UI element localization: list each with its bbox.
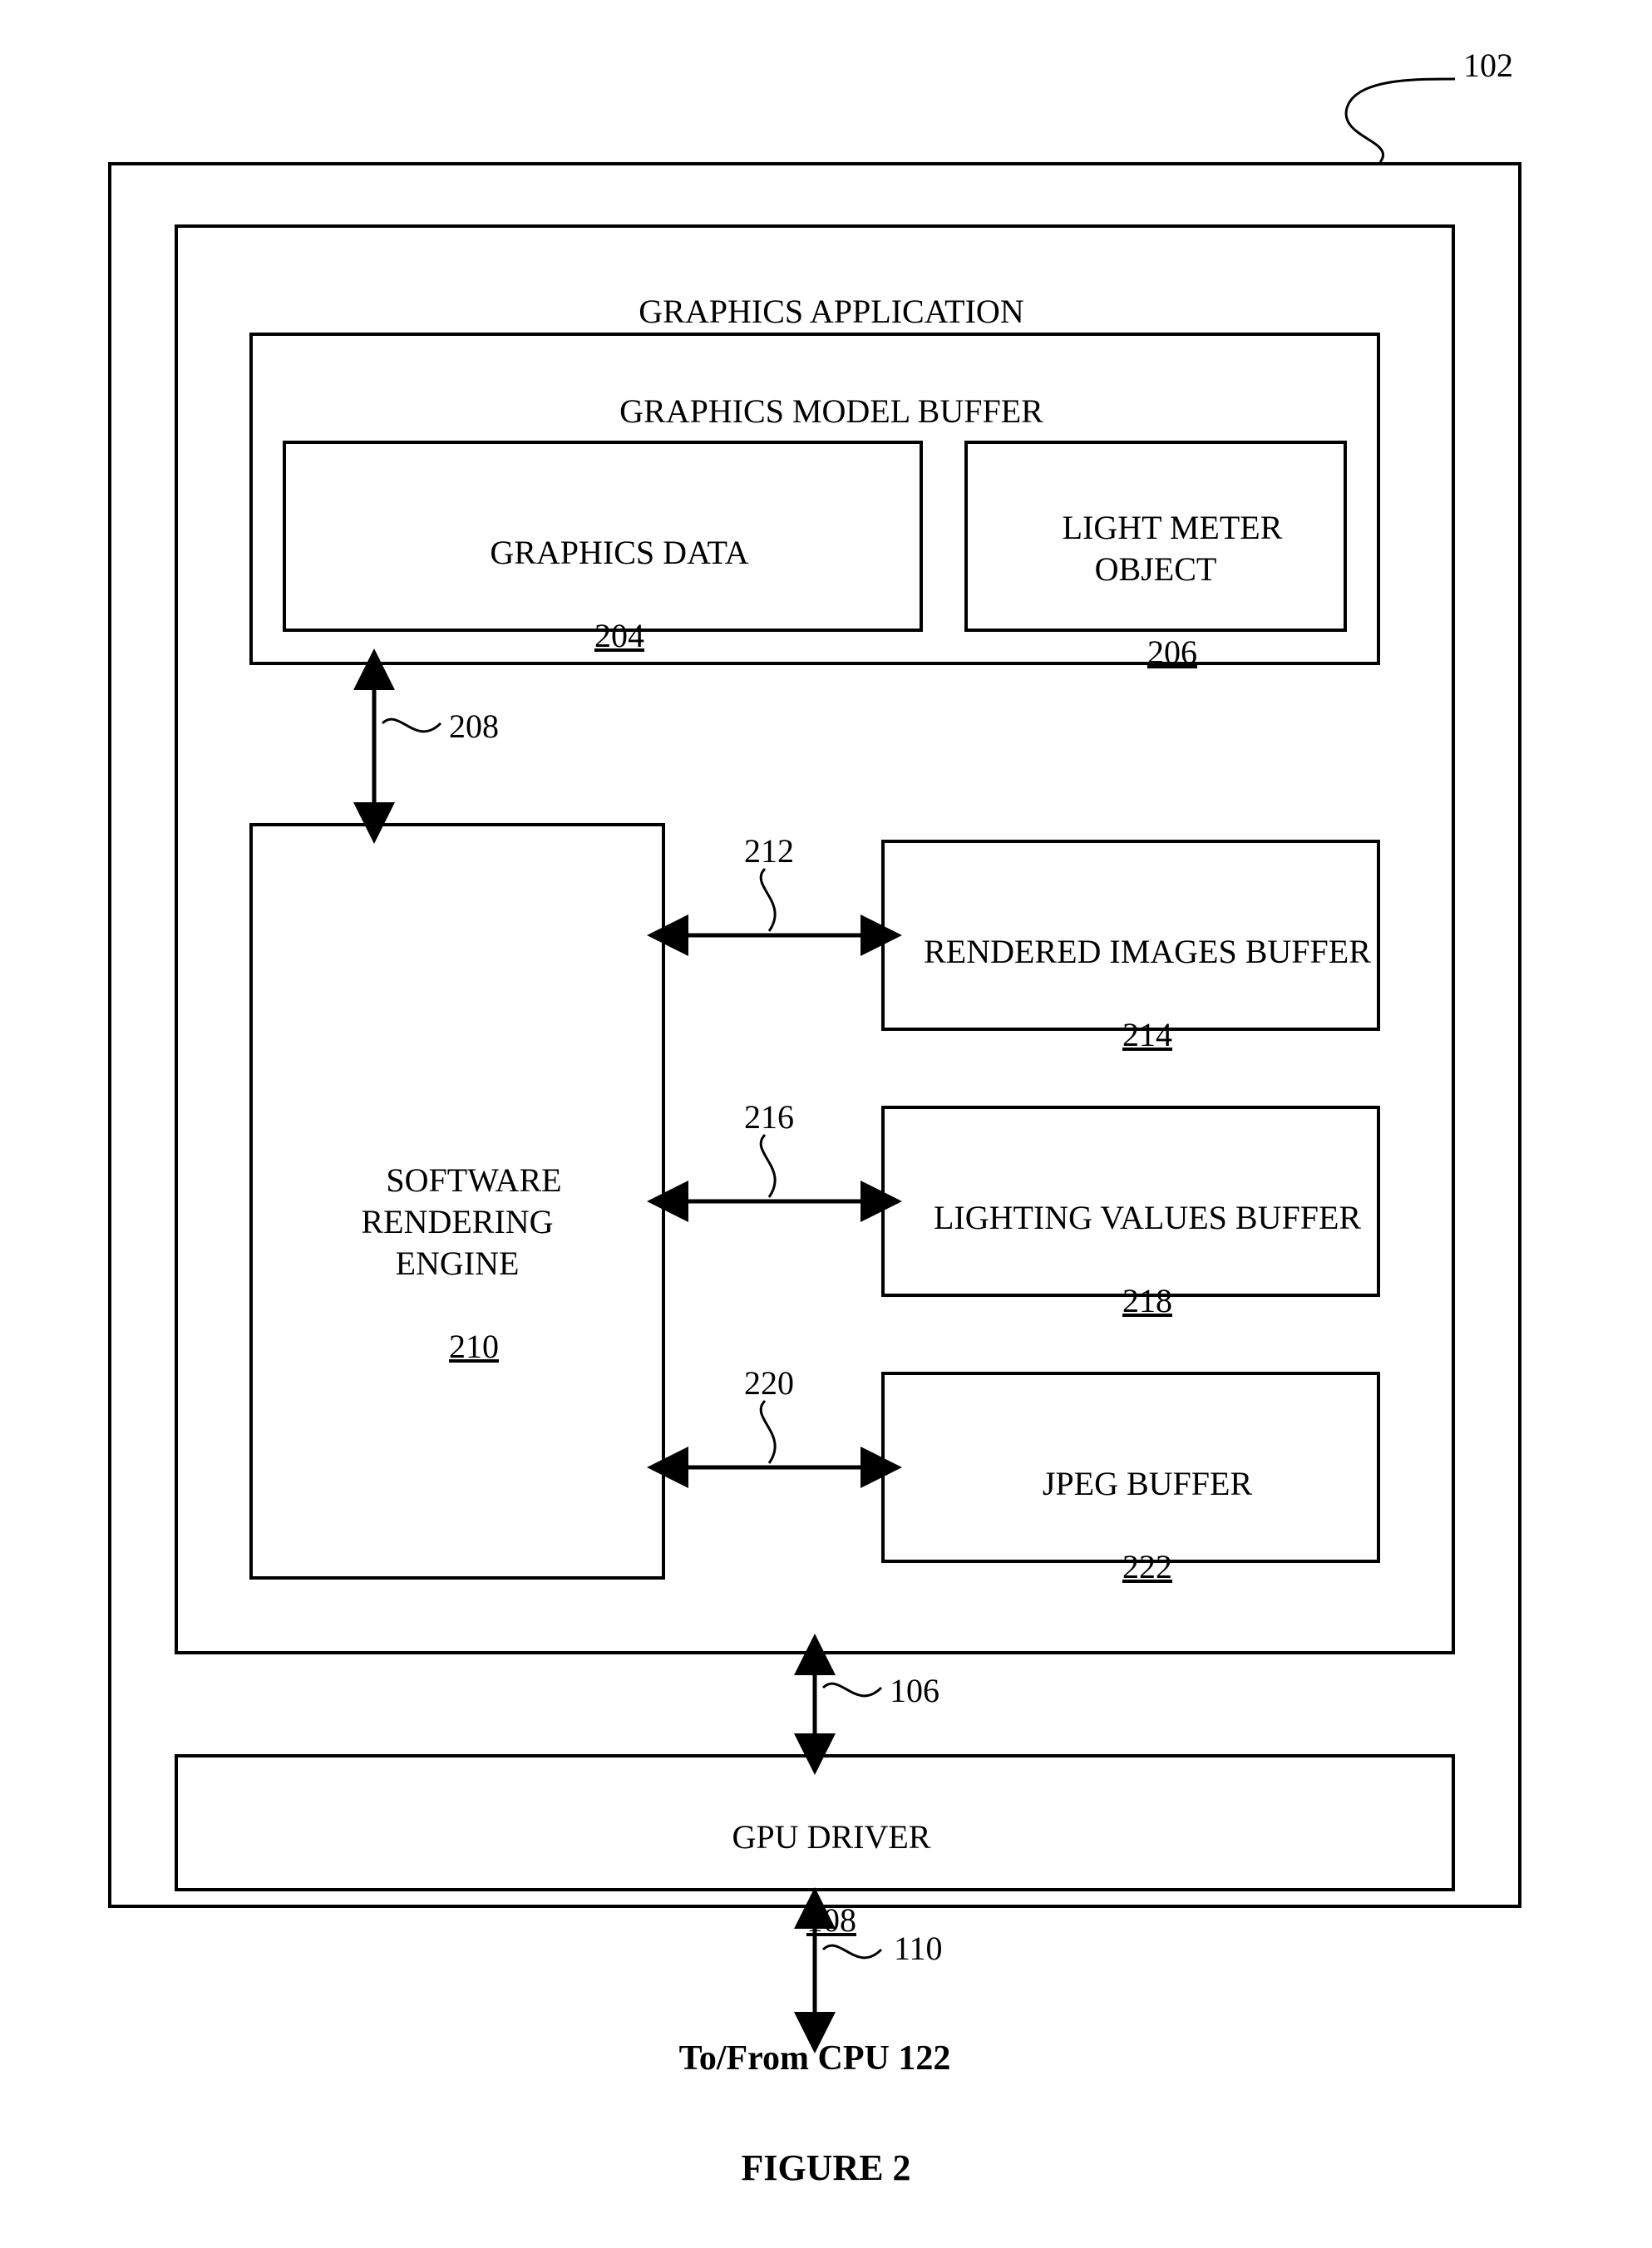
graphics-data-title: GRAPHICS DATA 204 xyxy=(283,491,923,698)
figure-page: GRAPHICS APPLICATION 104 GRAPHICS MODEL … xyxy=(0,0,1652,2248)
rendered-images-buffer-title: RENDERED IMAGES BUFFER 214 xyxy=(881,890,1380,1097)
lighting-values-buffer-title: LIGHTING VALUES BUFFER 218 xyxy=(881,1156,1380,1363)
ref-216: 216 xyxy=(744,1097,794,1136)
light-meter-object-ref: 206 xyxy=(1147,633,1197,671)
light-meter-object-title: LIGHT METER OBJECT 206 xyxy=(964,466,1347,715)
gpu-driver-title: GPU DRIVER 108 xyxy=(175,1775,1455,1983)
rendered-images-buffer-ref: 214 xyxy=(1122,1016,1172,1053)
jpeg-buffer-title: JPEG BUFFER 222 xyxy=(881,1422,1380,1629)
graphics-data-title-text: GRAPHICS DATA xyxy=(490,534,748,571)
ref-212: 212 xyxy=(744,831,794,870)
software-rendering-engine-ref: 210 xyxy=(449,1328,499,1365)
rendered-images-buffer-title-text: RENDERED IMAGES BUFFER xyxy=(924,933,1371,970)
lighting-values-buffer-ref: 218 xyxy=(1122,1282,1172,1319)
figure-caption: FIGURE 2 xyxy=(0,2145,1652,2191)
ref-106: 106 xyxy=(890,1671,939,1710)
graphics-data-ref: 204 xyxy=(594,617,644,654)
jpeg-buffer-title-text: JPEG BUFFER xyxy=(1043,1465,1252,1502)
software-rendering-engine-title: SOFTWARE RENDERING ENGINE 210 xyxy=(249,1118,665,1409)
jpeg-buffer-ref: 222 xyxy=(1122,1548,1172,1585)
squiggle-102 xyxy=(1346,79,1455,162)
software-rendering-engine-title-text: SOFTWARE RENDERING ENGINE xyxy=(361,1161,561,1282)
ref-220: 220 xyxy=(744,1363,794,1403)
ref-110: 110 xyxy=(894,1929,943,1968)
to-from-cpu-label: To/From CPU 122 xyxy=(607,2037,1023,2081)
ref-102: 102 xyxy=(1463,46,1513,85)
gpu-driver-title-text: GPU DRIVER xyxy=(732,1818,931,1856)
light-meter-object-title-text: LIGHT METER OBJECT xyxy=(1063,509,1283,588)
graphics-model-buffer-title-text: GRAPHICS MODEL BUFFER xyxy=(619,392,1043,430)
graphics-application-title-text: GRAPHICS APPLICATION xyxy=(639,293,1023,330)
gpu-driver-ref: 108 xyxy=(806,1901,856,1939)
lighting-values-buffer-title-text: LIGHTING VALUES BUFFER xyxy=(934,1199,1361,1236)
ref-208: 208 xyxy=(449,707,499,746)
